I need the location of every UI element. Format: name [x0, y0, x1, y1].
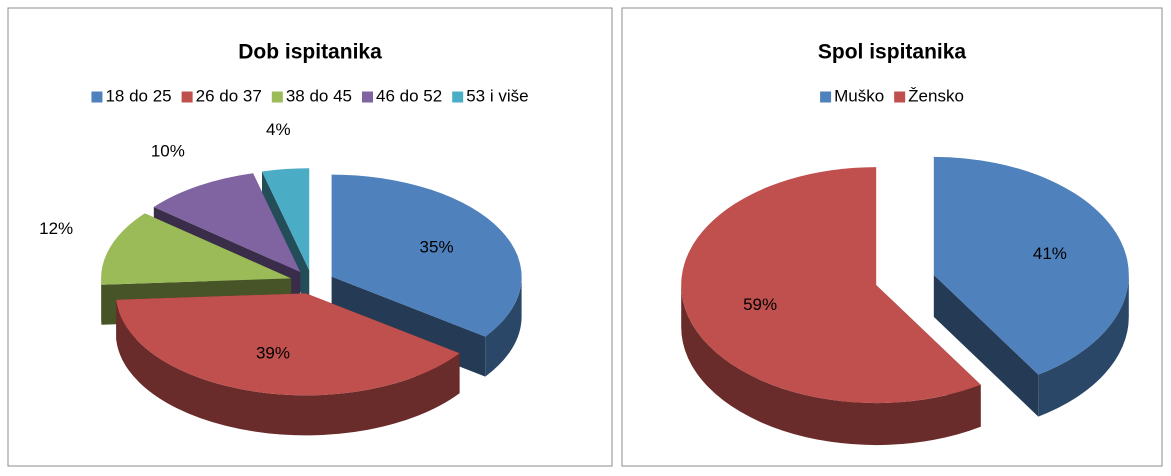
slice-top	[681, 167, 981, 404]
legend-label: 18 do 25	[105, 86, 171, 105]
slice-top	[933, 156, 1129, 375]
legend-item: 18 do 25	[91, 86, 172, 105]
legend-swatch	[452, 91, 464, 103]
slice-side	[933, 274, 1039, 417]
legend-label: Žensko	[908, 86, 964, 105]
data-label: 41%	[1033, 244, 1067, 263]
data-label: 35%	[420, 237, 454, 256]
slice	[681, 167, 981, 446]
legend-item: 46 do 52	[362, 86, 442, 105]
legend-swatch	[362, 91, 373, 103]
slice-top	[116, 293, 460, 396]
legend-item: Muško	[820, 86, 884, 105]
legend-label: 53 i više	[466, 86, 528, 105]
legend-label: 38 do 45	[286, 86, 352, 105]
legend-label: Muško	[834, 86, 884, 105]
data-label: 10%	[151, 142, 185, 161]
legend-swatch	[91, 91, 103, 103]
data-label: 59%	[743, 295, 777, 314]
slice-side	[485, 276, 522, 377]
slice	[933, 156, 1129, 417]
legend-swatch	[181, 91, 193, 103]
slice-top	[101, 213, 292, 285]
slice-top	[331, 174, 522, 337]
slice	[116, 293, 460, 436]
legend-swatch	[820, 91, 832, 103]
chart-title: Dob ispitanika	[238, 41, 382, 64]
legend-item: Žensko	[894, 86, 964, 105]
legend-swatch	[271, 91, 283, 103]
slice-side	[681, 285, 981, 446]
chart-title: Spol ispitanika	[818, 41, 967, 64]
legend-swatch	[894, 91, 906, 103]
slice-top	[153, 173, 301, 273]
slice-side	[116, 299, 460, 436]
slice-top	[261, 168, 310, 271]
data-label: 12%	[39, 219, 73, 238]
data-label: 4%	[266, 120, 291, 139]
legend-label: 46 do 52	[376, 86, 442, 105]
data-label: 39%	[256, 344, 290, 363]
legend-item: 53 i više	[452, 86, 529, 105]
legend-item: 26 do 37	[181, 86, 262, 105]
slice-side	[1038, 274, 1129, 417]
legend-item: 38 do 45	[271, 86, 352, 105]
legend-label: 26 do 37	[196, 86, 262, 105]
